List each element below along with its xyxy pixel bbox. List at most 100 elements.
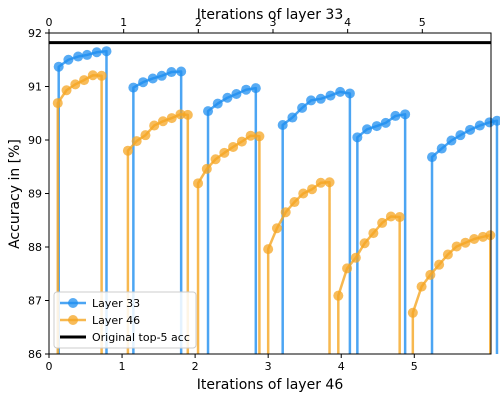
data-point (416, 281, 427, 292)
data-point (315, 177, 326, 188)
data-point (210, 154, 221, 165)
data-point (325, 90, 336, 101)
data-point (455, 130, 466, 141)
data-point (228, 141, 239, 152)
legend: Layer 33 Layer 46 Original top-5 acc (53, 291, 197, 349)
data-point (324, 177, 335, 188)
data-point (469, 233, 480, 244)
data-point (101, 46, 112, 57)
data-point (219, 147, 230, 158)
data-point (52, 98, 63, 109)
data-point (182, 109, 193, 120)
data-point (280, 207, 291, 218)
data-point (149, 120, 160, 131)
data-point (390, 110, 401, 121)
data-point (362, 124, 373, 135)
y-tick-label: 90 (28, 134, 42, 147)
axes-layer: 86 87 88 89 90 91 92 0 1 2 3 4 5 0 1 2 3 4 5 (28, 16, 492, 373)
data-point (203, 106, 214, 117)
y-tick-label: 89 (28, 188, 42, 201)
data-point (91, 47, 102, 58)
data-point (222, 92, 233, 103)
data-point (385, 211, 396, 222)
data-point (484, 117, 495, 128)
data-point (407, 307, 418, 318)
top-tick-label: 0 (46, 16, 53, 29)
data-point (342, 263, 353, 274)
data-point (231, 88, 242, 99)
data-point (400, 109, 411, 120)
data-point (241, 84, 252, 95)
data-point (335, 86, 346, 97)
data-point (254, 131, 265, 142)
data-point (236, 136, 247, 147)
data-point (377, 217, 388, 228)
bottom-tick-label: 5 (411, 360, 418, 373)
top-tick-label: 1 (120, 16, 127, 29)
data-point (157, 116, 168, 127)
data-point (73, 51, 84, 62)
data-point (63, 54, 74, 65)
data-point (451, 241, 462, 252)
data-point (333, 290, 344, 301)
series-layer-33 (53, 46, 500, 354)
data-point (352, 132, 363, 143)
data-point (436, 143, 447, 154)
data-point (306, 95, 317, 106)
y-tick-label: 86 (28, 348, 42, 361)
data-point (442, 249, 453, 260)
data-point (315, 93, 326, 104)
series-layer-46 (52, 70, 496, 354)
legend-label: Layer 33 (92, 297, 140, 310)
data-point (212, 98, 223, 109)
legend-label: Original top-5 acc (92, 331, 190, 344)
y-axis-label: Accuracy in [%] (7, 139, 23, 249)
data-point (122, 145, 133, 156)
y-tick-label: 92 (28, 27, 42, 40)
data-point (460, 237, 471, 248)
data-point (166, 67, 177, 78)
data-point (250, 83, 261, 94)
series-layer (52, 46, 500, 354)
legend-marker (68, 315, 78, 325)
bottom-tick-label: 1 (119, 360, 126, 373)
data-point (156, 70, 167, 81)
data-point (138, 77, 149, 88)
data-point (434, 259, 445, 270)
data-point (298, 188, 309, 199)
bottom-tick-label: 2 (192, 360, 199, 373)
data-point (53, 61, 64, 72)
data-point (175, 109, 186, 120)
data-point (263, 244, 274, 255)
top-tick-label: 3 (269, 16, 276, 29)
data-point (307, 184, 318, 195)
data-point (87, 70, 98, 81)
data-point (147, 73, 158, 84)
data-point (359, 238, 370, 249)
data-point (368, 228, 379, 239)
top-tick-label: 2 (195, 16, 202, 29)
data-point (166, 113, 177, 124)
data-point (344, 88, 355, 99)
bottom-axis-label: Iterations of layer 46 (197, 377, 344, 393)
data-point (79, 75, 90, 86)
data-point (201, 163, 212, 174)
legend-label: Layer 46 (92, 314, 140, 327)
data-point (491, 115, 500, 126)
data-point (446, 135, 457, 146)
data-point (131, 136, 142, 147)
y-tick-label: 91 (28, 81, 42, 94)
data-point (287, 112, 298, 123)
data-point (61, 85, 72, 96)
bottom-tick-label: 3 (265, 360, 272, 373)
data-point (140, 130, 151, 141)
y-tick-label: 88 (28, 241, 42, 254)
data-point (96, 70, 107, 81)
data-point (289, 197, 300, 208)
data-point (193, 178, 204, 189)
bottom-tick-label: 4 (338, 360, 345, 373)
data-point (371, 121, 382, 132)
data-point (82, 49, 93, 60)
top-tick-label: 5 (419, 16, 426, 29)
